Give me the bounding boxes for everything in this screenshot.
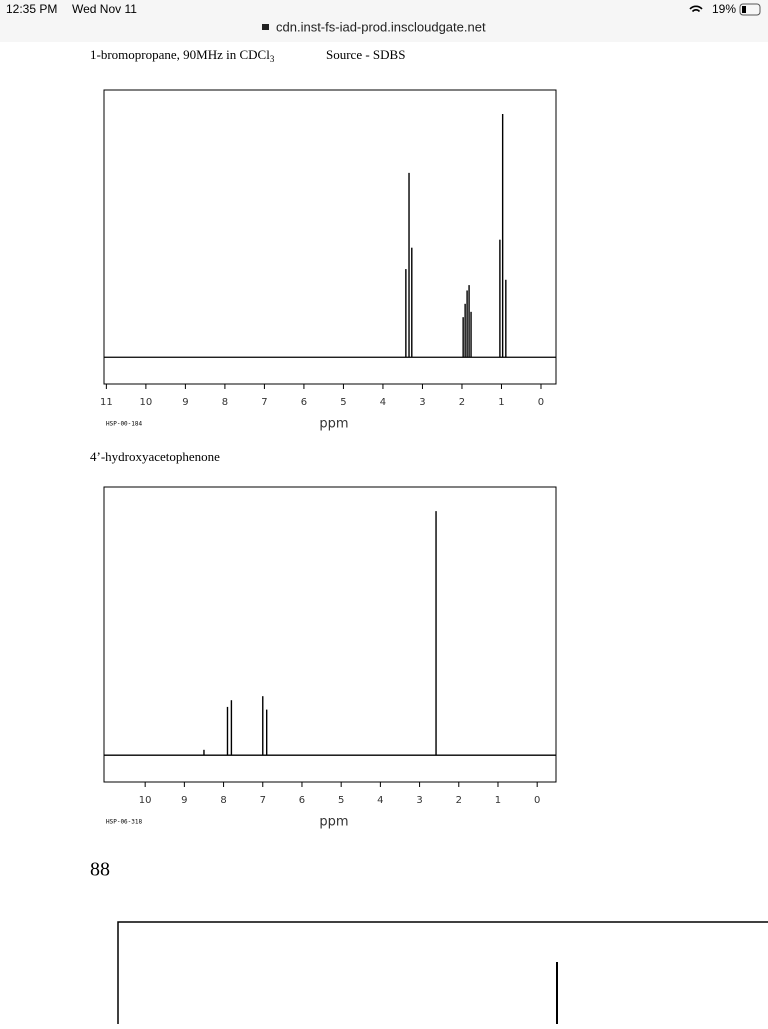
x-tick-label: 6 — [299, 795, 305, 806]
battery-level: 19% — [712, 2, 736, 16]
battery-fill — [742, 6, 746, 13]
battery-icon — [739, 3, 761, 16]
spectrum-title: 4’-hydroxyacetophenone — [90, 449, 220, 464]
x-tick-label: 4 — [380, 397, 386, 408]
spectrum-code: HSP-06-318 — [106, 819, 143, 826]
x-tick-label: 1 — [498, 397, 504, 408]
time: 12:35 PM — [6, 2, 57, 16]
x-tick-label: 4 — [377, 795, 383, 806]
x-tick-label: 5 — [338, 795, 344, 806]
spectrum-title: 1-bromopropane, 90MHz in CDCl3 — [90, 47, 275, 64]
x-axis-label: ppm — [319, 815, 348, 830]
x-tick-label: 1 — [495, 795, 501, 806]
x-tick-label: 9 — [181, 795, 187, 806]
date: Wed Nov 11 — [72, 2, 137, 16]
x-tick-label: 3 — [416, 795, 422, 806]
page-number: 88 — [90, 859, 110, 881]
x-tick-label: 2 — [456, 795, 462, 806]
source: Source - SDBS — [326, 47, 405, 62]
plot-frame — [103, 486, 557, 783]
lock-icon — [262, 24, 269, 30]
title-text: 1-bromopropane, 90MHz in CDCl — [90, 47, 270, 62]
x-tick-label: 7 — [261, 397, 267, 408]
title-subscript: 3 — [270, 54, 275, 64]
x-tick-label: 5 — [340, 397, 346, 408]
x-tick-label: 0 — [538, 397, 544, 408]
plot-frame — [103, 89, 557, 385]
x-tick-label: 10 — [140, 397, 153, 408]
x-tick-label: 3 — [419, 397, 425, 408]
browser-bar — [0, 0, 768, 42]
x-tick-label: 2 — [459, 397, 465, 408]
url[interactable]: cdn.inst-fs-iad-prod.inscloudgate.net — [276, 19, 486, 34]
wifi-icon — [689, 5, 703, 13]
spectrum-code: HSP-00-184 — [106, 421, 143, 428]
x-tick-label: 6 — [301, 397, 307, 408]
x-tick-label: 8 — [220, 795, 226, 806]
next-spectrum-frame — [117, 921, 768, 1029]
x-tick-label: 0 — [534, 795, 540, 806]
x-tick-label: 10 — [139, 795, 152, 806]
x-tick-label: 9 — [182, 397, 188, 408]
x-axis-label: ppm — [319, 417, 348, 432]
x-tick-label: 11 — [100, 397, 113, 408]
x-tick-label: 8 — [222, 397, 228, 408]
x-tick-label: 7 — [260, 795, 266, 806]
